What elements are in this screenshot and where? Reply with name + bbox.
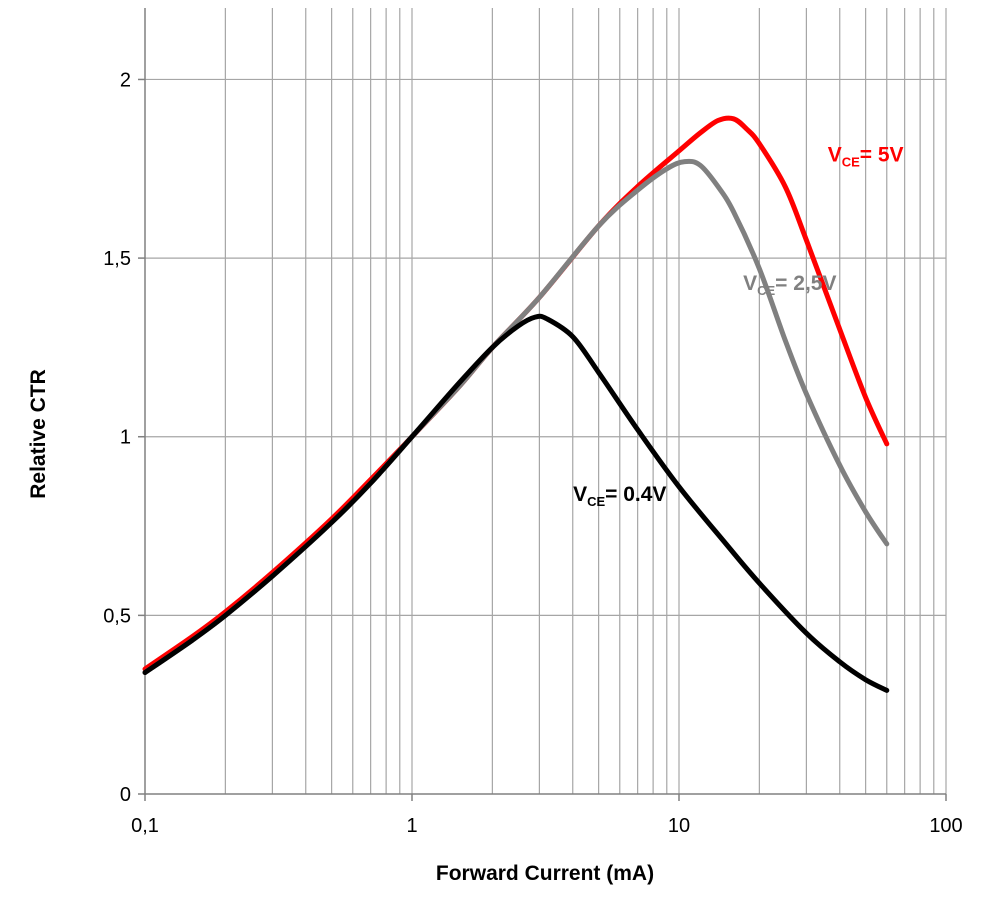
x-tick-label: 0,1 [131,815,159,837]
series-line-1 [142,158,890,675]
x-tick-label: 1 [406,815,417,837]
y-tick-label: 2 [120,69,131,91]
series-line-2 [142,313,890,693]
grid-lines [138,8,947,801]
y-axis-title: Relative CTR [27,369,50,499]
series-lines [142,115,890,693]
y-tick-label: 1,5 [103,248,131,270]
y-tick-label: 0,5 [103,605,131,627]
y-tick-label: 1 [120,427,131,449]
series-line-0 [142,115,890,672]
series-annotation-0: VCE= 5V [828,144,904,170]
x-axis-title: Forward Current (mA) [436,862,654,885]
y-tick-labels: 0 0,5 1 1,5 2 [103,69,131,806]
series-annotation-2: VCE= 0.4V [573,483,666,509]
x-tick-label: 100 [929,815,962,837]
x-tick-label: 10 [668,815,690,837]
series-annotation-1: VCE= 2,5V [743,272,836,298]
y-tick-label: 0 [120,784,131,806]
x-tick-labels: 0,1 1 10 100 [131,815,963,837]
series-annotations: VCE= 5V VCE= 2,5V VCE= 0.4V [573,144,903,509]
